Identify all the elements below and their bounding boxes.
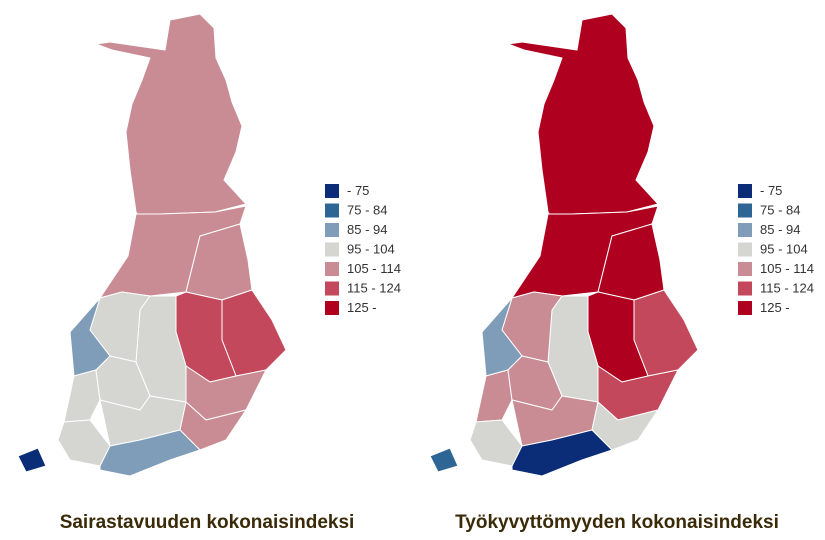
legend-swatch	[325, 223, 339, 237]
legend-swatch	[325, 184, 339, 198]
legend-swatch	[325, 203, 339, 218]
legend-swatch	[738, 184, 752, 198]
legend-label: - 75	[760, 183, 782, 198]
legend-swatch	[325, 262, 339, 276]
map-title: Sairastavuuden kokonaisindeksi	[60, 512, 355, 533]
map-title: Työkyvyttömyyden kokonaisindeksi	[455, 512, 779, 533]
legend-label: 75 - 84	[760, 202, 800, 217]
map-right	[429, 13, 699, 477]
legend-label: 95 - 104	[347, 241, 395, 256]
map-left	[17, 13, 287, 477]
legend-swatch	[738, 281, 752, 296]
region	[95, 13, 247, 237]
region	[507, 13, 659, 237]
region	[475, 369, 513, 423]
region	[57, 419, 111, 467]
region	[469, 419, 523, 467]
legend-swatch	[738, 242, 752, 257]
region	[429, 447, 459, 473]
legend-swatch	[738, 203, 752, 218]
legend-label: 85 - 94	[760, 222, 800, 237]
legend-swatch	[325, 281, 339, 296]
region	[633, 289, 699, 377]
legend-label: 115 - 124	[347, 280, 401, 295]
legend-label: 95 - 104	[760, 241, 808, 256]
legend-label: 125 -	[760, 300, 790, 315]
legend-label: 85 - 94	[347, 222, 387, 237]
legend-label: - 75	[347, 183, 369, 198]
legend-swatch	[738, 223, 752, 237]
region	[17, 447, 47, 473]
legend-label: 125 -	[347, 300, 377, 315]
legend-swatch	[738, 262, 752, 276]
legend-right: - 75 75 - 84 85 - 94 95 - 104 105 - 114 115 -…	[738, 183, 814, 315]
legend-label: 115 - 124	[760, 280, 814, 295]
legend-swatch	[325, 301, 339, 315]
region	[63, 369, 101, 423]
region	[99, 429, 201, 477]
region	[511, 429, 613, 477]
legend-left: - 75 75 - 84 85 - 94 95 - 104 105 - 114 115 -…	[325, 183, 401, 315]
legend-label: 75 - 84	[347, 202, 387, 217]
legend-swatch	[738, 301, 752, 315]
region	[221, 289, 287, 377]
legend-label: 105 - 114	[760, 261, 814, 276]
legend-label: 105 - 114	[347, 261, 401, 276]
legend-swatch	[325, 242, 339, 257]
